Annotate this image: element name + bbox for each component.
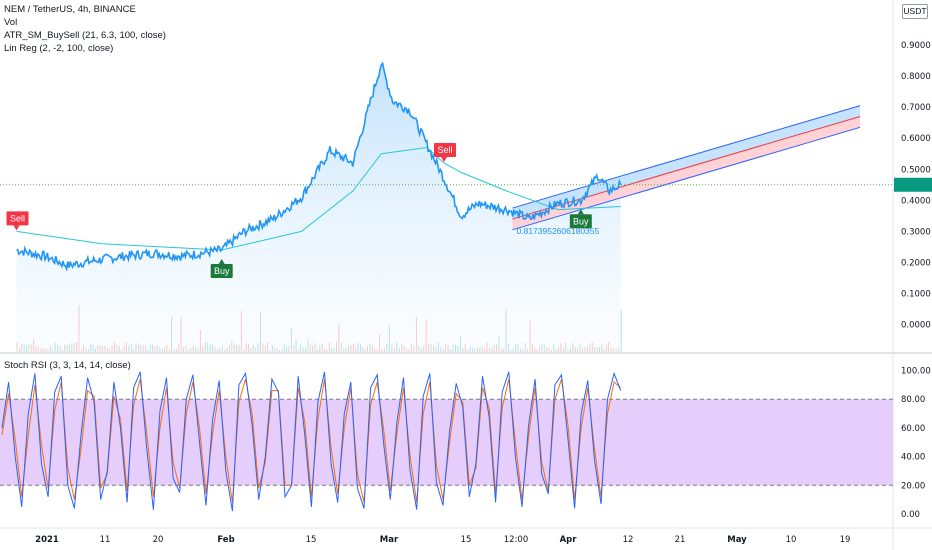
- regression-channel-upper: [512, 105, 861, 219]
- sell-signal: Sell: [434, 143, 456, 163]
- sell-signal-label: Sell: [10, 213, 25, 223]
- price-tick-label: 0.5000: [901, 165, 931, 175]
- buy-signal: Buy: [210, 258, 233, 278]
- time-tick-label: Apr: [560, 535, 578, 545]
- time-tick-label: 19: [840, 535, 851, 545]
- price-tick-label: 0.7000: [901, 103, 931, 113]
- price-tick-label: 0.8000: [901, 72, 931, 82]
- buy-signal-pointer: [218, 258, 225, 264]
- price-tick-label: 0.0000: [901, 321, 931, 331]
- regression-value-label: 0.8173952606180355: [517, 226, 600, 236]
- sell-signal-pointer: [13, 225, 20, 231]
- legend-volume[interactable]: Vol: [4, 17, 18, 28]
- regression-lower-line: [512, 126, 861, 231]
- buy-signal-box: [210, 263, 233, 278]
- legend-symbol[interactable]: NEM / TetherUS, 4h, BINANCE: [4, 4, 136, 15]
- time-tick-label: 20: [153, 535, 164, 545]
- buy-signal: Buy: [569, 209, 592, 229]
- legend-linreg-indicator[interactable]: Lin Reg (2, -2, 100, close): [4, 43, 114, 54]
- sell-signal: Sell: [6, 211, 29, 231]
- time-tick-label: 21: [675, 535, 686, 545]
- sell-signal-pointer: [441, 157, 447, 163]
- buy-signal-box: [569, 214, 592, 229]
- time-tick-label: 10: [786, 535, 797, 545]
- buy-signal-pointer: [577, 209, 584, 215]
- time-tick-label: Feb: [217, 535, 234, 545]
- time-tick-label: Mar: [380, 535, 399, 545]
- price-tick-label: 0.1000: [901, 289, 931, 299]
- time-tick-label: 2021: [35, 535, 59, 545]
- current-price-marker: [894, 177, 932, 192]
- regression-upper-line: [512, 105, 861, 209]
- time-tick-label: May: [727, 535, 747, 545]
- sell-signal-label: Sell: [437, 145, 452, 155]
- price-area-fill: [16, 63, 621, 353]
- legend-stoch-rsi[interactable]: Stoch RSI (3, 3, 14, 14, close): [4, 360, 131, 371]
- price-tick-label: 0.6000: [901, 134, 931, 144]
- rsi-tick-label: 0.00: [901, 510, 920, 520]
- rsi-tick-label: 20.00: [901, 481, 925, 491]
- regression-channel-lower: [512, 116, 861, 230]
- currency-unit-button[interactable]: USDT: [902, 4, 928, 19]
- price-tick-label: 0.4000: [901, 196, 931, 206]
- rsi-tick-label: 40.00: [901, 453, 925, 463]
- stoch-k-line: [1, 371, 622, 512]
- time-tick-label: 12:00: [504, 535, 529, 545]
- rsi-tick-label: 80.00: [901, 395, 925, 405]
- sell-signal-box: [6, 211, 29, 226]
- price-line: [16, 61, 622, 272]
- sell-signal-box: [434, 143, 456, 158]
- legend-atr-indicator[interactable]: ATR_SM_BuySell (21, 6.3, 100, close): [4, 30, 166, 41]
- rsi-tick-label: 60.00: [901, 424, 925, 434]
- stoch-rsi-panel: [0, 371, 893, 512]
- time-tick-label: 11: [100, 535, 111, 545]
- time-tick-label: 15: [306, 535, 317, 545]
- atr-trailing-stop-line: [16, 146, 621, 251]
- buy-signal-label: Buy: [214, 266, 230, 276]
- buy-signal-label: Buy: [573, 216, 589, 226]
- price-tick-label: 0.9000: [901, 41, 931, 51]
- price-tick-label: 0.3000: [901, 227, 931, 237]
- regression-center-line: [512, 115, 861, 220]
- axes: 0.9000 0.8000 0.7000 0.6000 0.5000 0.4000 0.30…: [35, 41, 932, 545]
- price-tick-label: 0.2000: [901, 258, 931, 268]
- time-tick-label: 15: [461, 535, 472, 545]
- volume-bar: [620, 309, 622, 352]
- rsi-tick-label: 100.00: [901, 367, 931, 377]
- time-tick-label: 12: [623, 535, 634, 545]
